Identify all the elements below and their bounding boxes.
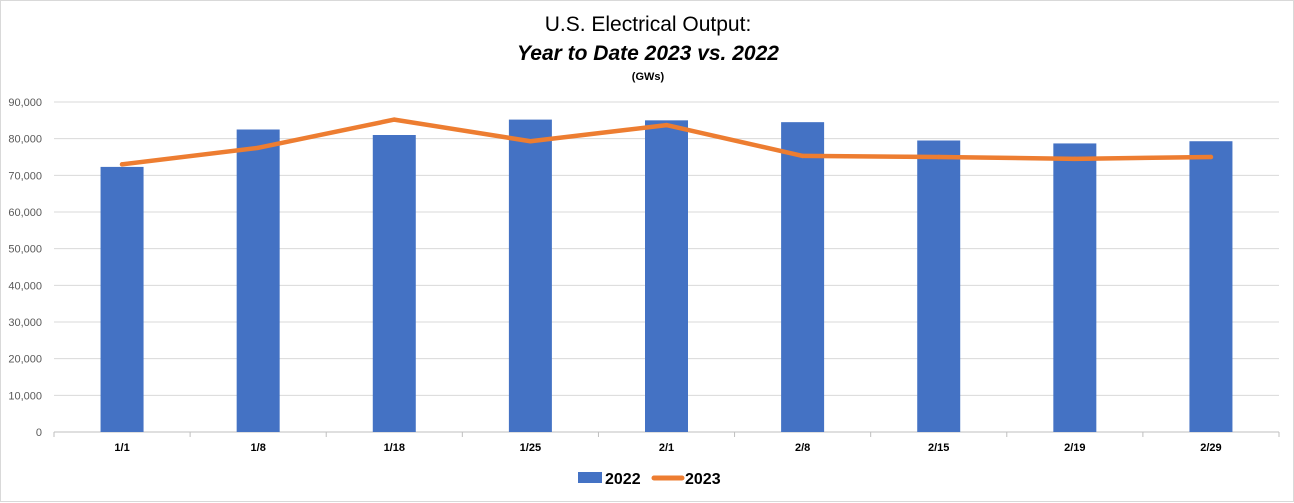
x-tick-label: 1/18 <box>384 442 405 454</box>
legend: 2022 2023 <box>578 471 721 488</box>
legend-label-2022: 2022 <box>605 471 641 488</box>
x-tick-label: 2/15 <box>928 442 949 454</box>
bar-2022 <box>1053 143 1097 432</box>
line-2023-point <box>800 153 805 159</box>
y-tick-label: 50,000 <box>8 244 42 256</box>
x-tick-label: 1/25 <box>520 442 541 454</box>
chart-title: U.S. Electrical Output: <box>544 13 752 36</box>
x-tick-label: 2/19 <box>1064 442 1085 454</box>
line-2023-point <box>392 117 397 122</box>
y-tick-label: 0 <box>36 427 42 439</box>
legend-swatch-2022 <box>578 472 602 483</box>
line-2023-point <box>664 122 669 128</box>
bar-2022 <box>645 120 688 432</box>
y-tick-label: 70,000 <box>8 170 42 182</box>
bar-2022 <box>1189 141 1233 432</box>
line-2023-point <box>936 154 941 160</box>
x-tick-label: 1/8 <box>251 442 266 454</box>
line-2023-point <box>1208 154 1214 160</box>
line-2023-point <box>119 162 125 167</box>
y-tick-label: 40,000 <box>8 280 42 292</box>
x-tick-label: 2/8 <box>795 442 810 454</box>
bar-2022 <box>781 122 825 433</box>
bar-2022 <box>236 129 280 432</box>
y-tick-label: 20,000 <box>8 354 42 366</box>
x-tick-label: 1/1 <box>114 442 129 454</box>
y-tick-label: 60,000 <box>8 207 42 219</box>
bar-2022 <box>508 119 552 432</box>
y-tick-label: 90,000 <box>8 97 42 109</box>
bar-2022 <box>372 135 416 432</box>
chart-unit-label: (GWs) <box>631 71 665 83</box>
line-2023-point <box>1072 156 1078 162</box>
line-2023-point <box>255 145 261 151</box>
bar-2022 <box>100 166 144 432</box>
y-tick-label: 80,000 <box>8 134 42 146</box>
line-2023-point <box>528 139 533 144</box>
y-tick-label: 30,000 <box>8 317 42 329</box>
bar-2022 <box>917 140 961 432</box>
chart-subtitle: Year to Date 2023 vs. 2022 <box>517 42 779 65</box>
legend-label-2023: 2023 <box>685 471 721 488</box>
y-tick-label: 10,000 <box>8 390 42 402</box>
x-tick-label: 2/1 <box>659 442 674 454</box>
x-tick-label: 2/29 <box>1200 442 1221 454</box>
